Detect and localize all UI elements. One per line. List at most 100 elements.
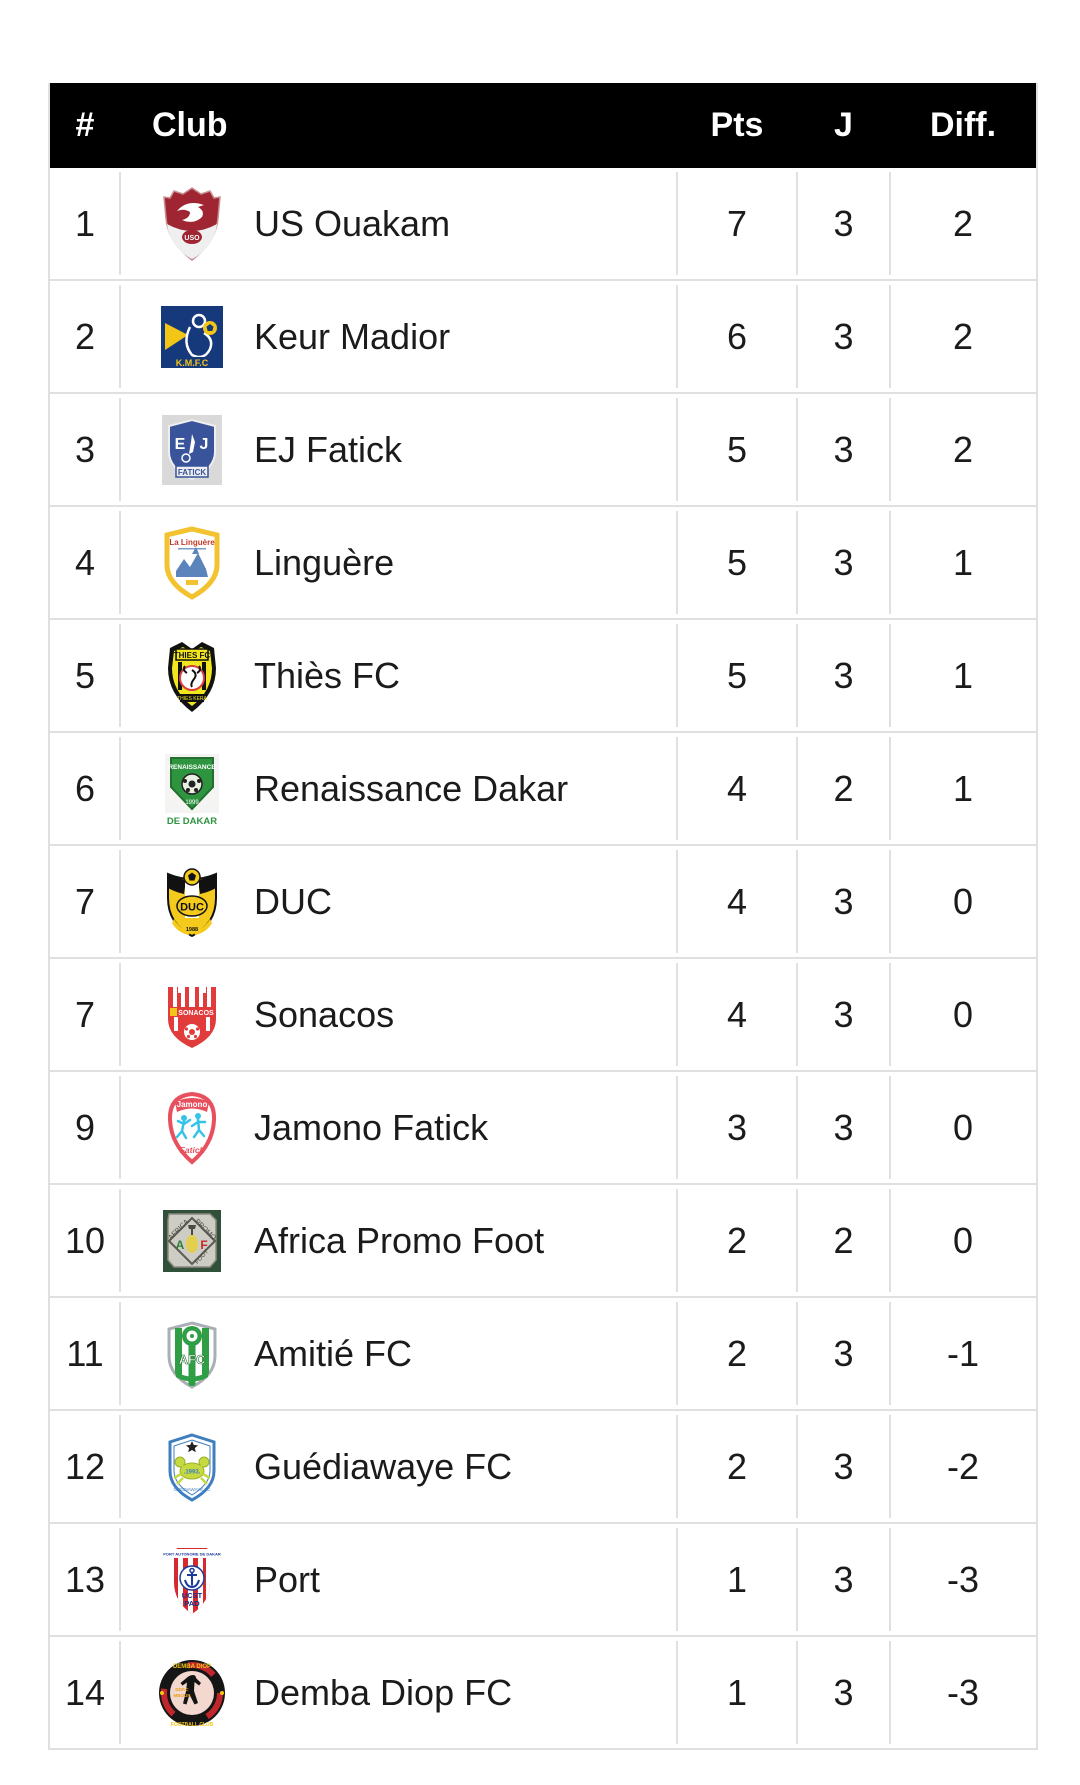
- club-cell: Jamono Fatick Jamono Fatick: [119, 1072, 677, 1183]
- club-cell: RENAISSANCE 1999 DE DAKAR Renaissance Da…: [119, 733, 677, 844]
- club-cell: DUC 1988 DUC: [119, 846, 677, 957]
- table-row[interactable]: 14 DEMBA DIOP FOOTBALL CLUB DDF.C MBOUR: [50, 1637, 1036, 1750]
- rank-cell: 1: [74, 202, 96, 244]
- rank-cell: 14: [64, 1671, 106, 1713]
- club-name: Thiès FC: [254, 654, 401, 696]
- svg-text:GUEDIAWAYE FC: GUEDIAWAYE FC: [173, 1487, 211, 1492]
- diff-cell: 2: [889, 168, 1036, 279]
- club-cell: DEMBA DIOP FOOTBALL CLUB DDF.C MBOUR Dem…: [119, 1637, 677, 1748]
- port-logo: PORT AUTONOME DE DAKAR UCST PAD: [152, 1540, 232, 1620]
- sonacos-logo: SONACOS: [152, 975, 232, 1055]
- table-row[interactable]: 7 DUC 1988: [50, 846, 1036, 959]
- svg-text:DEMBA DIOP: DEMBA DIOP: [173, 1664, 211, 1670]
- table-row[interactable]: 6 RENAISSANCE 1999 DE DAKAR Ren: [50, 733, 1036, 846]
- rank-cell: 4: [74, 541, 96, 583]
- header-club: Club: [152, 106, 228, 144]
- diff-cell: 0: [889, 846, 1036, 957]
- club-cell: PORT AUTONOME DE DAKAR UCST PAD Port: [119, 1524, 677, 1635]
- club-name: Renaissance Dakar: [254, 767, 569, 809]
- diff-cell: -2: [889, 1411, 1036, 1522]
- table-row[interactable]: 1 USO US Ouakam 7 3 2: [50, 168, 1036, 281]
- rank-cell: 3: [74, 428, 96, 470]
- points-cell: 4: [676, 733, 797, 844]
- table-row[interactable]: 11 AFC Amitié: [50, 1298, 1036, 1411]
- table-row[interactable]: 2 K.M.F.C Keur Madior 6: [50, 281, 1036, 394]
- points-cell: 7: [676, 168, 797, 279]
- svg-text:K.M.F.C: K.M.F.C: [176, 358, 209, 368]
- played-cell: 3: [796, 168, 890, 279]
- ej-fatick-logo: E J FATICK: [152, 410, 232, 490]
- table-row[interactable]: 5 THIES FC THIES KERA: [50, 620, 1036, 733]
- points-cell: 4: [676, 846, 797, 957]
- played-cell: 3: [796, 1072, 890, 1183]
- svg-text:RENAISSANCE: RENAISSANCE: [168, 764, 216, 771]
- svg-text:UCST: UCST: [182, 1591, 203, 1600]
- points-cell: 1: [676, 1524, 797, 1635]
- points-cell: 5: [676, 620, 797, 731]
- points-cell: 4: [676, 959, 797, 1070]
- diff-cell: 1: [889, 507, 1036, 618]
- points-cell: 1: [676, 1637, 797, 1748]
- club-cell: La Linguère Linguère: [119, 507, 677, 618]
- svg-text:THIES KERA: THIES KERA: [177, 696, 207, 702]
- header-points: Pts: [710, 106, 764, 144]
- table-row[interactable]: 12 .1993.: [50, 1411, 1036, 1524]
- svg-text:1999: 1999: [185, 800, 199, 806]
- points-cell: 2: [676, 1185, 797, 1296]
- table-row[interactable]: 3 E J FATICK EJ Fatick 5: [50, 394, 1036, 507]
- linguere-logo: La Linguère: [152, 523, 232, 603]
- club-cell: E J FATICK EJ Fatick: [119, 394, 677, 505]
- points-cell: 5: [676, 507, 797, 618]
- club-cell: THIES FC THIES KERA Thiès FC: [119, 620, 677, 731]
- diff-cell: 0: [889, 959, 1036, 1070]
- club-name: Africa Promo Foot: [254, 1219, 545, 1261]
- header-diff: Diff.: [929, 106, 997, 144]
- club-name: Keur Madior: [254, 315, 451, 357]
- table-row[interactable]: 9 Jamono Fatick: [50, 1072, 1036, 1185]
- club-name: Port: [254, 1558, 321, 1600]
- points-cell: 3: [676, 1072, 797, 1183]
- points-cell: 6: [676, 281, 797, 392]
- svg-text:DUC: DUC: [180, 901, 204, 913]
- club-name: Jamono Fatick: [254, 1106, 489, 1148]
- thies-fc-logo: THIES FC THIES KERA: [152, 636, 232, 716]
- africa-promo-foot-logo: AFRICA PROMO A F FOOT: [152, 1201, 232, 1281]
- diff-cell: 2: [889, 394, 1036, 505]
- svg-text:FOOTBALL CLUB: FOOTBALL CLUB: [171, 1722, 214, 1728]
- svg-text:DDF.C: DDF.C: [175, 1687, 189, 1692]
- diff-cell: 1: [889, 733, 1036, 844]
- rank-cell: 5: [74, 654, 96, 696]
- club-cell: AFC Amitié FC: [119, 1298, 677, 1409]
- svg-text:Fatick: Fatick: [180, 1145, 206, 1155]
- table-row[interactable]: 7 SONACOS: [50, 959, 1036, 1072]
- rank-cell: 7: [74, 993, 96, 1035]
- club-cell: USO US Ouakam: [119, 168, 677, 279]
- svg-text:USO: USO: [184, 235, 200, 242]
- amitie-fc-logo: AFC: [152, 1314, 232, 1394]
- rank-cell: 6: [74, 767, 96, 809]
- svg-text:F: F: [200, 1238, 207, 1252]
- svg-text:La Linguère: La Linguère: [169, 538, 215, 547]
- club-cell: SONACOS Sonacos: [119, 959, 677, 1070]
- duc-logo: DUC 1988: [152, 862, 232, 942]
- table-row[interactable]: 13 PORT AUTONOME DE DAKAR: [50, 1524, 1036, 1637]
- club-name: Amitié FC: [254, 1332, 413, 1374]
- played-cell: 3: [796, 507, 890, 618]
- table-row[interactable]: 10 AFRICA PROMO A F FOOT: [50, 1185, 1036, 1298]
- club-name: Linguère: [254, 541, 395, 583]
- diff-cell: 0: [889, 1185, 1036, 1296]
- rank-cell: 11: [66, 1332, 104, 1374]
- played-cell: 3: [796, 1524, 890, 1635]
- svg-text:E: E: [175, 436, 186, 453]
- standings-header: # Club Pts J Diff.: [50, 83, 1036, 168]
- jamono-fatick-logo: Jamono Fatick: [152, 1088, 232, 1168]
- played-cell: 3: [796, 846, 890, 957]
- renaissance-dakar-logo: RENAISSANCE 1999 DE DAKAR: [152, 749, 232, 829]
- svg-text:J: J: [200, 436, 209, 453]
- played-cell: 3: [796, 959, 890, 1070]
- club-cell: K.M.F.C Keur Madior: [119, 281, 677, 392]
- played-cell: 3: [796, 394, 890, 505]
- diff-cell: 0: [889, 1072, 1036, 1183]
- table-row[interactable]: 4 La Linguère Linguère 5 3 1: [50, 507, 1036, 620]
